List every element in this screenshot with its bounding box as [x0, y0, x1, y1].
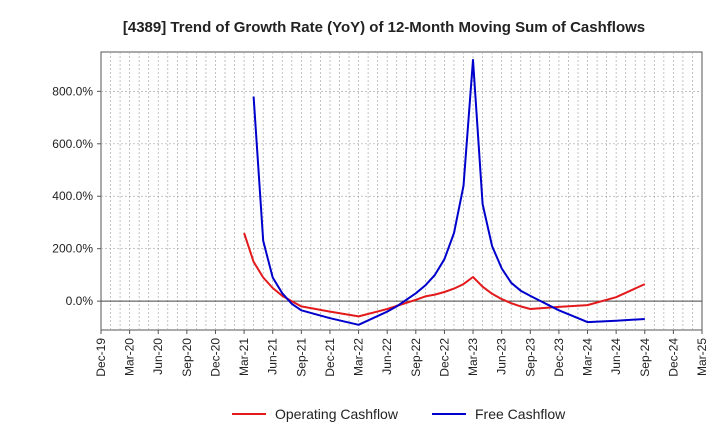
x-tick-label: Jun-22: [380, 338, 394, 375]
x-tick-label: Sep-20: [180, 338, 194, 377]
x-axis-ticks: Dec-19 Mar-20 Jun-20 Sep-20 Dec-20 Mar-21 Jun-…: [94, 330, 709, 377]
series-lines: [243, 58, 646, 326]
plot-area: [100, 51, 703, 331]
x-tick-label: Jun-21: [266, 338, 280, 375]
x-tick-label: Jun-24: [609, 338, 623, 375]
x-tick-label: Dec-24: [666, 338, 680, 377]
y-tick-label: 0.0%: [66, 294, 94, 308]
legend-label-operating-cashflow: Operating Cashflow: [275, 406, 399, 422]
series-line-free-cashflow: [252, 58, 645, 326]
legend: Operating Cashflow Free Cashflow: [232, 406, 566, 422]
x-tick-label: Mar-24: [581, 338, 595, 376]
x-tick-label: Dec-21: [323, 338, 337, 377]
x-tick-label: Dec-22: [437, 338, 451, 377]
x-tick-label: Mar-20: [123, 338, 137, 376]
x-tick-label: Mar-21: [237, 338, 251, 376]
x-tick-label: Jun-23: [495, 338, 509, 375]
x-tick-label: Mar-22: [352, 338, 366, 376]
y-tick-label: 400.0%: [52, 189, 93, 203]
y-axis-ticks: 0.0% 200.0% 400.0% 600.0% 800.0%: [52, 84, 101, 308]
y-tick-label: 800.0%: [52, 84, 93, 98]
x-tick-label: Sep-21: [294, 338, 308, 377]
x-tick-label: Dec-23: [552, 338, 566, 377]
x-tick-label: Mar-25: [695, 338, 709, 376]
y-tick-label: 200.0%: [52, 242, 93, 256]
x-tick-label: Sep-22: [409, 338, 423, 377]
x-tick-label: Sep-24: [638, 338, 652, 377]
chart-title: [4389] Trend of Growth Rate (YoY) of 12-…: [123, 19, 645, 36]
x-tick-label: Jun-20: [151, 338, 165, 375]
x-tick-label: Sep-23: [523, 338, 537, 377]
x-tick-label: Dec-20: [208, 338, 222, 377]
y-tick-label: 600.0%: [52, 137, 93, 151]
x-tick-label: Dec-19: [94, 338, 108, 377]
x-tick-label: Mar-23: [466, 338, 480, 376]
legend-label-free-cashflow: Free Cashflow: [475, 406, 566, 422]
